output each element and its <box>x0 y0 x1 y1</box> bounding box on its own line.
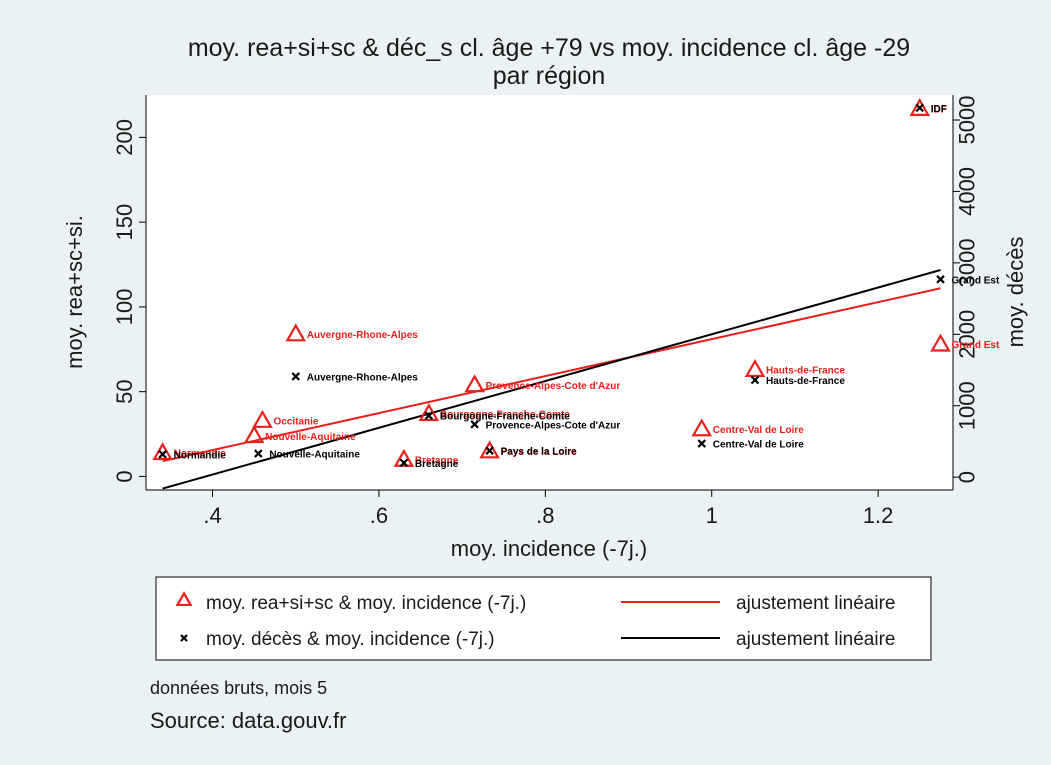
deces-point-hauts-de-france-label: Hauts-de-France <box>766 376 845 387</box>
legend-entry-1-marker <box>175 591 193 607</box>
y-right-tick-label: 1000 <box>955 381 980 430</box>
y-left-tick-label: 50 <box>112 379 137 403</box>
rea-point-nouvelle-aquitaine <box>243 425 265 444</box>
rea-point-auvergne-rhone-alpes-label: Auvergne-Rhone-Alpes <box>307 330 419 341</box>
y-left-tick-label: 150 <box>112 204 137 241</box>
deces-point-grand-est-label: Grand Est <box>952 275 1000 286</box>
rea-point-bourgogne-franche-comte <box>418 403 440 422</box>
x-tick-label: .4 <box>203 503 221 528</box>
legend-entry-1-label: moy. rea+si+sc & moy. incidence (-7j.) <box>206 593 526 614</box>
legend-entry-3-label: moy. décès & moy. incidence (-7j.) <box>206 629 495 650</box>
chart-source: Source: data.gouv.fr <box>150 708 347 733</box>
rea-point-provence-alpes-cote-d-azur <box>464 374 485 393</box>
x-tick-label: 1 <box>706 503 718 528</box>
fit-line-right <box>162 269 941 490</box>
y-right-tick-label: 3000 <box>955 238 980 287</box>
y-left-tick-label: 200 <box>112 119 137 156</box>
deces-point-idf-label: IDF <box>931 104 947 115</box>
legend-entry-3-marker <box>180 634 188 642</box>
rea-point-nouvelle-aquitaine-label: Nouvelle-Aquitaine <box>265 432 356 443</box>
deces-point-normandie-label: Normandie <box>174 450 227 461</box>
chart-title: moy. rea+si+sc & déc_s cl. âge +79 vs mo… <box>188 34 910 62</box>
rea-point-occitanie <box>252 409 273 428</box>
deces-point-bourgogne-franche-comte <box>424 411 434 420</box>
fit-line-left <box>162 287 941 463</box>
deces-point-centre-val-de-loire <box>697 439 707 448</box>
rea-point-bretagne-label: Bretagne <box>415 455 459 466</box>
y-axis-label-right: moy. décès <box>1003 237 1028 348</box>
rea-point-grand-est <box>930 333 951 352</box>
deces-point-bourgogne-franche-comte-label: Bourgogne-Franche-Comte <box>440 412 570 423</box>
rea-point-normandie-label: Normandie <box>174 449 227 460</box>
chart-note: données bruts, mois 5 <box>150 678 327 698</box>
rea-point-grand-est-label: Grand Est <box>952 340 1000 351</box>
rea-point-hauts-de-france-label: Hauts-de-France <box>766 366 845 377</box>
y-right-tick-label: 4000 <box>955 167 980 216</box>
deces-point-nouvelle-aquitaine <box>254 449 263 458</box>
deces-point-idf <box>915 103 924 113</box>
legend: moy. rea+si+sc & moy. incidence (-7j.) aj… <box>155 576 932 661</box>
plot-area <box>146 95 953 490</box>
y-right-tick-label: 0 <box>955 471 980 483</box>
x-tick-label: .6 <box>370 503 388 528</box>
deces-point-pays-de-la-loire-label: Pays de la Loire <box>501 447 578 458</box>
deces-point-normandie <box>158 450 167 459</box>
rea-point-normandie <box>152 442 173 461</box>
deces-point-nouvelle-aquitaine-label: Nouvelle-Aquitaine <box>269 450 360 461</box>
rea-point-hauts-de-france <box>744 359 766 378</box>
y-left-tick-label: 100 <box>112 289 137 326</box>
y-axis-label-left: moy. rea+sc+si. <box>62 215 87 369</box>
rea-point-bourgogne-franche-comte-label: Bourgogne-Franche-Comte <box>440 410 570 421</box>
rea-point-auvergne-rhone-alpes <box>285 323 307 342</box>
legend-entry-4-label: ajustement linéaire <box>736 629 895 650</box>
deces-point-provence-alpes-cote-d-azur-label: Provence-Alpes-Cote d'Azur <box>486 420 621 431</box>
chart-subtitle: par région <box>493 62 606 90</box>
rea-point-bretagne <box>393 448 415 467</box>
data-points: Normandie Nouvelle-Aquitaine Occitanie Auve… <box>152 97 1000 470</box>
deces-point-pays-de-la-loire <box>485 446 494 455</box>
deces-point-auvergne-rhone-alpes <box>291 372 301 381</box>
deces-point-grand-est <box>936 275 945 284</box>
y-right-tick-label: 2000 <box>955 310 980 359</box>
rea-point-centre-val-de-loire-label: Centre-Val de Loire <box>713 425 805 436</box>
deces-point-auvergne-rhone-alpes-label: Auvergne-Rhone-Alpes <box>307 372 419 383</box>
rea-point-idf <box>909 97 931 116</box>
x-tick-label: 1.2 <box>863 503 894 528</box>
rea-point-idf-label: IDF <box>931 105 947 116</box>
y-right-tick-label: 5000 <box>955 96 980 145</box>
x-tick-label: .8 <box>536 503 554 528</box>
rea-point-pays-de-la-loire-label: Pays de la Loire <box>501 447 578 458</box>
y-left-tick-label: 0 <box>112 470 137 482</box>
fit-lines <box>162 269 941 490</box>
deces-point-provence-alpes-cote-d-azur <box>470 420 479 429</box>
deces-point-bretagne-label: Bretagne <box>415 459 459 470</box>
legend-entry-2-label: ajustement linéaire <box>736 593 895 614</box>
rea-point-occitanie-label: Occitanie <box>273 416 318 427</box>
rea-point-pays-de-la-loire <box>479 440 500 459</box>
deces-point-centre-val-de-loire-label: Centre-Val de Loire <box>713 440 805 451</box>
axes: .4.6.8 1 1.2050100150200010002000300040005… <box>112 95 980 528</box>
rea-point-provence-alpes-cote-d-azur-label: Provence-Alpes-Cote d'Azur <box>486 381 621 392</box>
rea-point-centre-val-de-loire <box>691 418 713 437</box>
deces-point-hauts-de-france <box>750 375 760 385</box>
legend-box <box>155 576 932 661</box>
x-axis-label: moy. incidence (-7j.) <box>451 536 647 561</box>
deces-point-bretagne <box>399 458 409 468</box>
legend-entries: moy. rea+si+sc & moy. incidence (-7j.) aj… <box>175 591 895 650</box>
